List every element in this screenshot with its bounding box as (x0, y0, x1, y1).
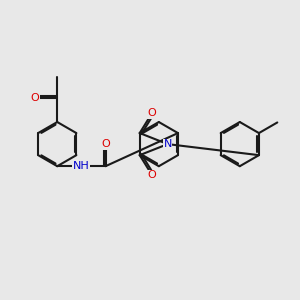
Text: O: O (101, 139, 110, 149)
Text: N: N (164, 139, 172, 149)
Text: O: O (31, 93, 40, 103)
Text: O: O (148, 108, 157, 118)
Text: NH: NH (73, 161, 90, 171)
Text: O: O (148, 170, 157, 180)
